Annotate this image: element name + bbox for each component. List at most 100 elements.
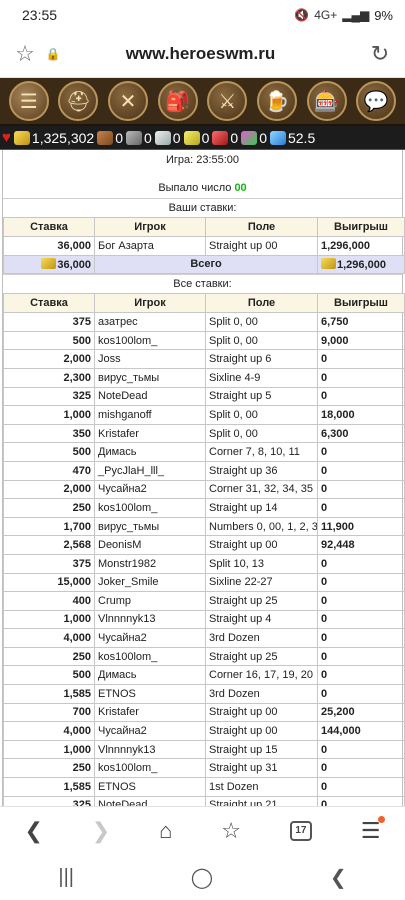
bet-player[interactable]: kos100lom_: [94, 330, 206, 351]
map-scroll-icon[interactable]: ✕: [108, 81, 149, 121]
header-field: Поле: [205, 217, 318, 237]
table-row: 500 Димась Corner 7, 8, 10, 11 0: [3, 442, 405, 462]
bet-player[interactable]: вирус_тьмы: [94, 367, 206, 388]
bet-stake: 1,000: [3, 739, 95, 760]
bet-player[interactable]: Joker_Smile: [94, 572, 206, 593]
all-bets-table: Ставка Игрок Поле Выигрыш 375 азатрес Spli…: [3, 293, 405, 806]
bet-player[interactable]: ETNOS: [94, 684, 206, 704]
drop-number: 00: [234, 182, 247, 194]
reload-icon[interactable]: ↻: [370, 40, 390, 66]
game-time: Игра: 23:55:00: [165, 154, 240, 166]
recent-apps-icon[interactable]: |||: [58, 865, 74, 888]
resource-wood: 0: [97, 130, 123, 146]
bookmarks-icon[interactable]: ☆: [221, 817, 242, 843]
bet-player[interactable]: Димась: [94, 665, 206, 686]
bet-stake: 2,300: [3, 367, 95, 388]
header-win: Выигрыш: [317, 293, 405, 314]
bet-win: 0: [317, 684, 405, 704]
drop-result: Выпало число 00: [3, 178, 402, 198]
status-time: 23:55: [22, 7, 58, 23]
total-label: Всего: [94, 254, 318, 275]
tabs-button[interactable]: 17: [289, 820, 312, 841]
bet-field: Straight up 00: [205, 236, 318, 256]
bag-icon[interactable]: 🎒: [157, 81, 198, 121]
url-text[interactable]: www.heroeswm.ru: [125, 43, 276, 63]
bet-player[interactable]: kos100lom_: [94, 646, 206, 667]
header-win: Выигрыш: [317, 217, 405, 237]
bet-player[interactable]: Monstr1982: [94, 553, 206, 574]
bet-player[interactable]: Kristafer: [94, 702, 206, 723]
bet-player[interactable]: Бог Азарта: [94, 236, 206, 256]
bet-win: 0: [317, 609, 405, 630]
bet-stake: 4,000: [3, 721, 95, 741]
bet-win: 0: [317, 442, 405, 462]
bet-player[interactable]: Vlnnnnyk13: [94, 739, 206, 760]
bet-player[interactable]: Чусайна2: [94, 628, 206, 648]
home-icon[interactable]: ⌂: [159, 817, 173, 843]
bet-player[interactable]: Joss: [94, 349, 206, 369]
drop-label: Выпало число: [158, 182, 235, 194]
crossed-swords-icon[interactable]: ⚔: [207, 81, 248, 121]
bet-player[interactable]: Димась: [94, 442, 206, 462]
home-circle-icon[interactable]: ◯: [190, 866, 214, 889]
mercury-icon: [154, 130, 171, 145]
bookmark-star-icon[interactable]: ☆: [15, 40, 35, 66]
bet-stake: 1,000: [3, 405, 95, 425]
bet-win: 0: [317, 498, 405, 518]
bet-player[interactable]: Crump: [94, 591, 206, 611]
menu-icon[interactable]: ☰: [8, 81, 49, 121]
bet-player[interactable]: kos100lom_: [94, 758, 206, 779]
forward-icon[interactable]: ❯: [91, 817, 111, 843]
bet-win: 18,000: [317, 405, 405, 425]
resource-ore: 0: [126, 130, 152, 146]
bet-player[interactable]: _PycJlaH_lll_: [94, 460, 206, 481]
notification-dot: [377, 815, 385, 823]
bet-player[interactable]: mishganoff: [94, 405, 206, 425]
bet-player[interactable]: Vlnnnnyk13: [94, 609, 206, 630]
bet-player[interactable]: kos100lom_: [94, 498, 206, 518]
gold-icon: [13, 130, 30, 145]
table-row: 4,000 Чусайна2 Straight up 00 144,000: [3, 721, 405, 741]
android-navigation-bar: ||| ◯ ❮: [0, 854, 405, 900]
table-row: 36,000 Бог Азарта Straight up 00 1,296,0…: [3, 236, 405, 256]
bet-stake: 1,700: [3, 516, 95, 537]
bet-stake: 325: [3, 795, 95, 806]
table-row: 1,585 ETNOS 3rd Dozen 0: [3, 684, 405, 704]
knight-helmet-icon[interactable]: ⛑: [58, 81, 99, 121]
gold-amount: 1,325,302: [31, 129, 95, 146]
bet-player[interactable]: Kristafer: [94, 423, 206, 444]
bet-field: Split 0, 00: [205, 405, 318, 425]
bet-stake: 350: [3, 423, 95, 444]
network-type: 4G+: [314, 8, 338, 22]
bet-player[interactable]: NoteDead: [94, 386, 206, 407]
bet-player[interactable]: Чусайна2: [94, 479, 206, 500]
total-win: 1,296,000: [337, 258, 386, 271]
lock-icon[interactable]: 🔒: [45, 46, 61, 61]
system-back-icon[interactable]: ❮: [329, 866, 347, 889]
roulette-icon[interactable]: 🎰: [306, 81, 347, 121]
bet-player[interactable]: DeonisM: [94, 535, 206, 555]
chat-bubble-icon[interactable]: 💬: [356, 81, 397, 121]
resource-sulfur: 0: [183, 130, 209, 146]
bet-stake: 470: [3, 460, 95, 481]
wood-icon: [97, 130, 114, 145]
resources-bar: ♥ 1,325,302 0 0 0 0 0 0 52.5: [0, 126, 405, 150]
bet-win: 92,448: [317, 535, 405, 555]
bet-win: 144,000: [317, 721, 405, 741]
bet-player[interactable]: Чусайна2: [94, 721, 206, 741]
diamond-icon: [269, 130, 286, 145]
tavern-mug-icon[interactable]: 🍺: [256, 81, 297, 121]
status-bar: 23:55 🔇 4G+ ▂▄▆ 9%: [0, 0, 405, 30]
bet-win: 0: [317, 349, 405, 369]
bet-player[interactable]: азатрес: [94, 312, 206, 332]
back-icon[interactable]: ❮: [24, 817, 43, 843]
bet-player[interactable]: NoteDead: [94, 795, 206, 806]
bet-stake: 250: [3, 646, 95, 667]
browser-menu-icon[interactable]: ☰: [361, 815, 385, 844]
bet-player[interactable]: ETNOS: [94, 777, 206, 797]
table-row: 500 kos100lom_ Split 0, 00 9,000: [3, 330, 405, 351]
bet-win: 0: [317, 553, 405, 574]
bet-player[interactable]: вирус_тьмы: [94, 516, 206, 537]
gold-icon: [41, 257, 57, 269]
